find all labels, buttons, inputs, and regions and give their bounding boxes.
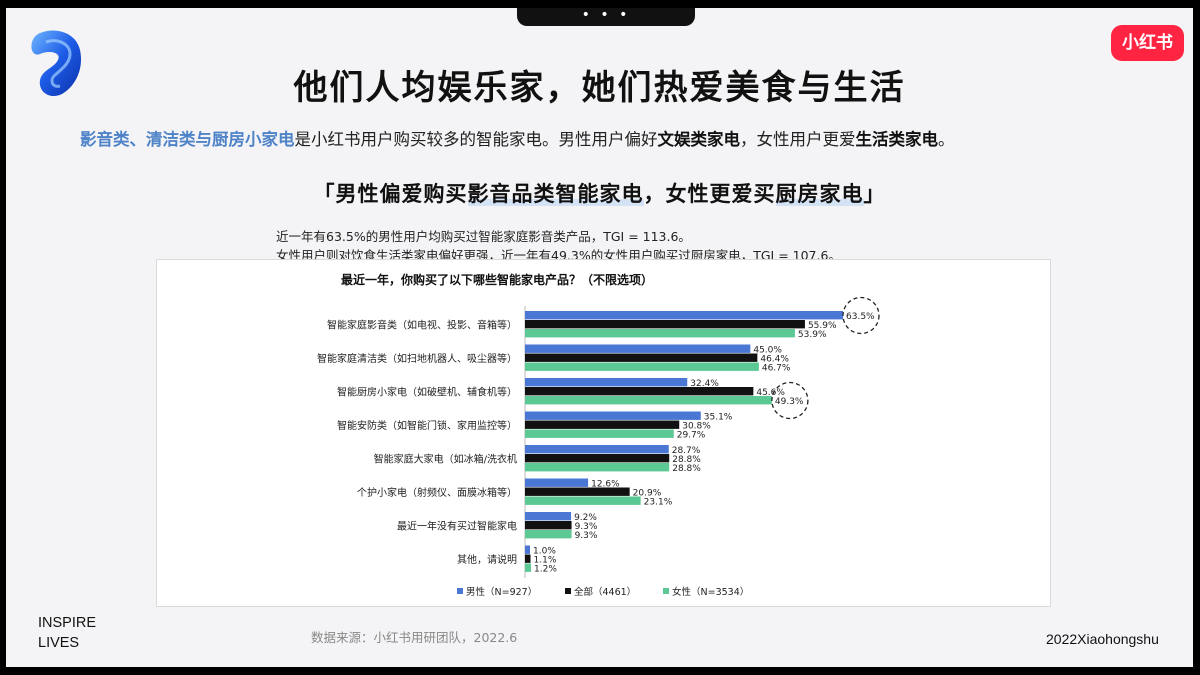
bar — [525, 329, 795, 338]
slide: • • • 小红书 他们人均娱乐家，她们热爱美食与生活 影音类、清洁类与厨房小家… — [6, 8, 1193, 667]
quote-highlight-1: 影音品类智能家电 — [467, 182, 644, 206]
bar — [525, 487, 630, 496]
bar — [525, 344, 751, 353]
category-label: 智能家庭清洁类（如扫地机器人、吸尘器等） — [317, 352, 517, 365]
data-label: 28.8% — [672, 464, 701, 474]
quote-highlight-2: 厨房家电 — [775, 182, 864, 206]
data-label: 9.2% — [574, 513, 597, 523]
subtitle-text: 是小红书用户购买较多的智能家电。男性用户偏好 — [294, 130, 658, 149]
bar — [525, 396, 772, 405]
bar — [525, 429, 674, 438]
bar — [525, 445, 669, 454]
category-label: 智能厨房小家电（如破壁机、辅食机等） — [337, 386, 517, 399]
data-label: 46.7% — [762, 364, 791, 374]
subtitle-end: 。 — [938, 130, 955, 149]
data-label: 9.3% — [575, 522, 598, 532]
key-finding: 「男性偏爱购买影音品类智能家电，女性更爱买厨房家电」 — [6, 178, 1193, 208]
bar — [525, 521, 572, 530]
bar — [525, 545, 531, 554]
more-dots-icon[interactable]: • • • — [581, 8, 631, 23]
data-label: 1.1% — [534, 556, 557, 566]
legend-label: 全部（4461） — [574, 586, 636, 598]
bar — [525, 463, 670, 472]
category-label: 智能家庭影音类（如电视、投影、音箱等） — [327, 319, 517, 332]
bar — [525, 420, 680, 429]
data-label: 20.9% — [633, 489, 662, 499]
category-label: 智能安防类（如智能门锁、家用监控等） — [337, 419, 517, 432]
data-source: 数据来源：小红书用研团队，2022.6 — [311, 630, 518, 645]
data-label: 28.7% — [672, 446, 701, 456]
inspire-lives-tagline: INSPIRE LIVES — [38, 613, 96, 653]
legend-label: 男性（N=927） — [466, 586, 537, 598]
lives-line: LIVES — [38, 635, 80, 651]
footer-brand: 2022Xiaohongshu — [1046, 631, 1159, 647]
inspire-line: INSPIRE — [38, 615, 97, 631]
subtitle-bold-male: 文娱类家电 — [657, 130, 741, 149]
data-label: 55.9% — [808, 321, 837, 331]
highlight-circle — [771, 381, 809, 420]
highlight-circle — [842, 296, 880, 335]
brand-logo-icon — [24, 22, 94, 102]
bar-chart: 最近一年，你购买了以下哪些智能家电产品？（不限选项） 智能家庭影音类（如电视、投… — [317, 272, 880, 598]
category-label: 最近一年没有买过智能家电 — [397, 520, 517, 533]
bar — [525, 411, 701, 420]
data-label: 63.5% — [846, 312, 875, 322]
bar — [525, 554, 531, 563]
subtitle: 影音类、清洁类与厨房小家电是小红书用户购买较多的智能家电。男性用户偏好文娱类家电… — [80, 126, 1180, 150]
quote-mid: ，女性更爱买 — [643, 182, 776, 206]
quote-close: 」 — [863, 182, 886, 206]
bar — [525, 311, 843, 320]
data-label: 30.8% — [682, 422, 711, 432]
xiaohongshu-badge: 小红书 — [1111, 25, 1184, 61]
bar — [525, 320, 805, 329]
bar — [525, 387, 754, 396]
bar — [525, 353, 758, 362]
window-handle[interactable]: • • • — [517, 8, 695, 26]
category-label: 其他，请说明 — [457, 553, 517, 566]
subtitle-bold-female: 生活类家电 — [855, 130, 939, 149]
data-label: 28.8% — [672, 455, 701, 465]
data-label: 1.0% — [533, 547, 556, 557]
bar — [525, 362, 759, 371]
bar — [525, 563, 532, 572]
description-male: 近一年有63.5%的男性用户均购买过智能家庭影音类产品，TGI = 113.6。 — [276, 229, 691, 244]
data-label: 45.6% — [756, 388, 785, 398]
bar — [525, 530, 572, 539]
data-label: 29.7% — [677, 431, 706, 441]
subtitle-highlight: 影音类、清洁类与厨房小家电 — [80, 130, 295, 149]
legend-label: 女性（N=3534） — [672, 586, 749, 598]
category-label: 智能家庭大家电（如冰箱/洗衣机 — [374, 453, 517, 466]
bar — [525, 512, 572, 521]
chart-container: 最近一年，你购买了以下哪些智能家电产品？（不限选项） 智能家庭影音类（如电视、投… — [156, 259, 1051, 607]
data-label: 35.1% — [704, 413, 733, 423]
data-label: 23.1% — [644, 498, 673, 508]
bar — [525, 378, 688, 387]
page-title: 他们人均娱乐家，她们热爱美食与生活 — [293, 68, 906, 108]
data-label: 1.2% — [534, 565, 557, 575]
chart-title: 最近一年，你购买了以下哪些智能家电产品？（不限选项） — [341, 272, 653, 287]
data-label: 9.3% — [575, 531, 598, 541]
data-label: 12.6% — [591, 480, 620, 490]
data-label: 46.4% — [760, 355, 789, 365]
bar — [525, 454, 670, 463]
bar — [525, 496, 641, 505]
legend-swatch — [565, 588, 571, 594]
data-label: 53.9% — [798, 330, 827, 340]
data-label: 49.3% — [775, 397, 804, 407]
data-label: 45.0% — [753, 346, 782, 356]
subtitle-text-2: ，女性用户更爱 — [740, 130, 856, 149]
category-label: 个护小家电（射频仪、面膜冰箱等） — [357, 486, 517, 499]
data-label: 32.4% — [690, 379, 719, 389]
bar — [525, 478, 589, 487]
legend-swatch — [663, 588, 669, 594]
quote-open: 「男性偏爱购买 — [313, 182, 468, 206]
legend-swatch — [457, 588, 463, 594]
